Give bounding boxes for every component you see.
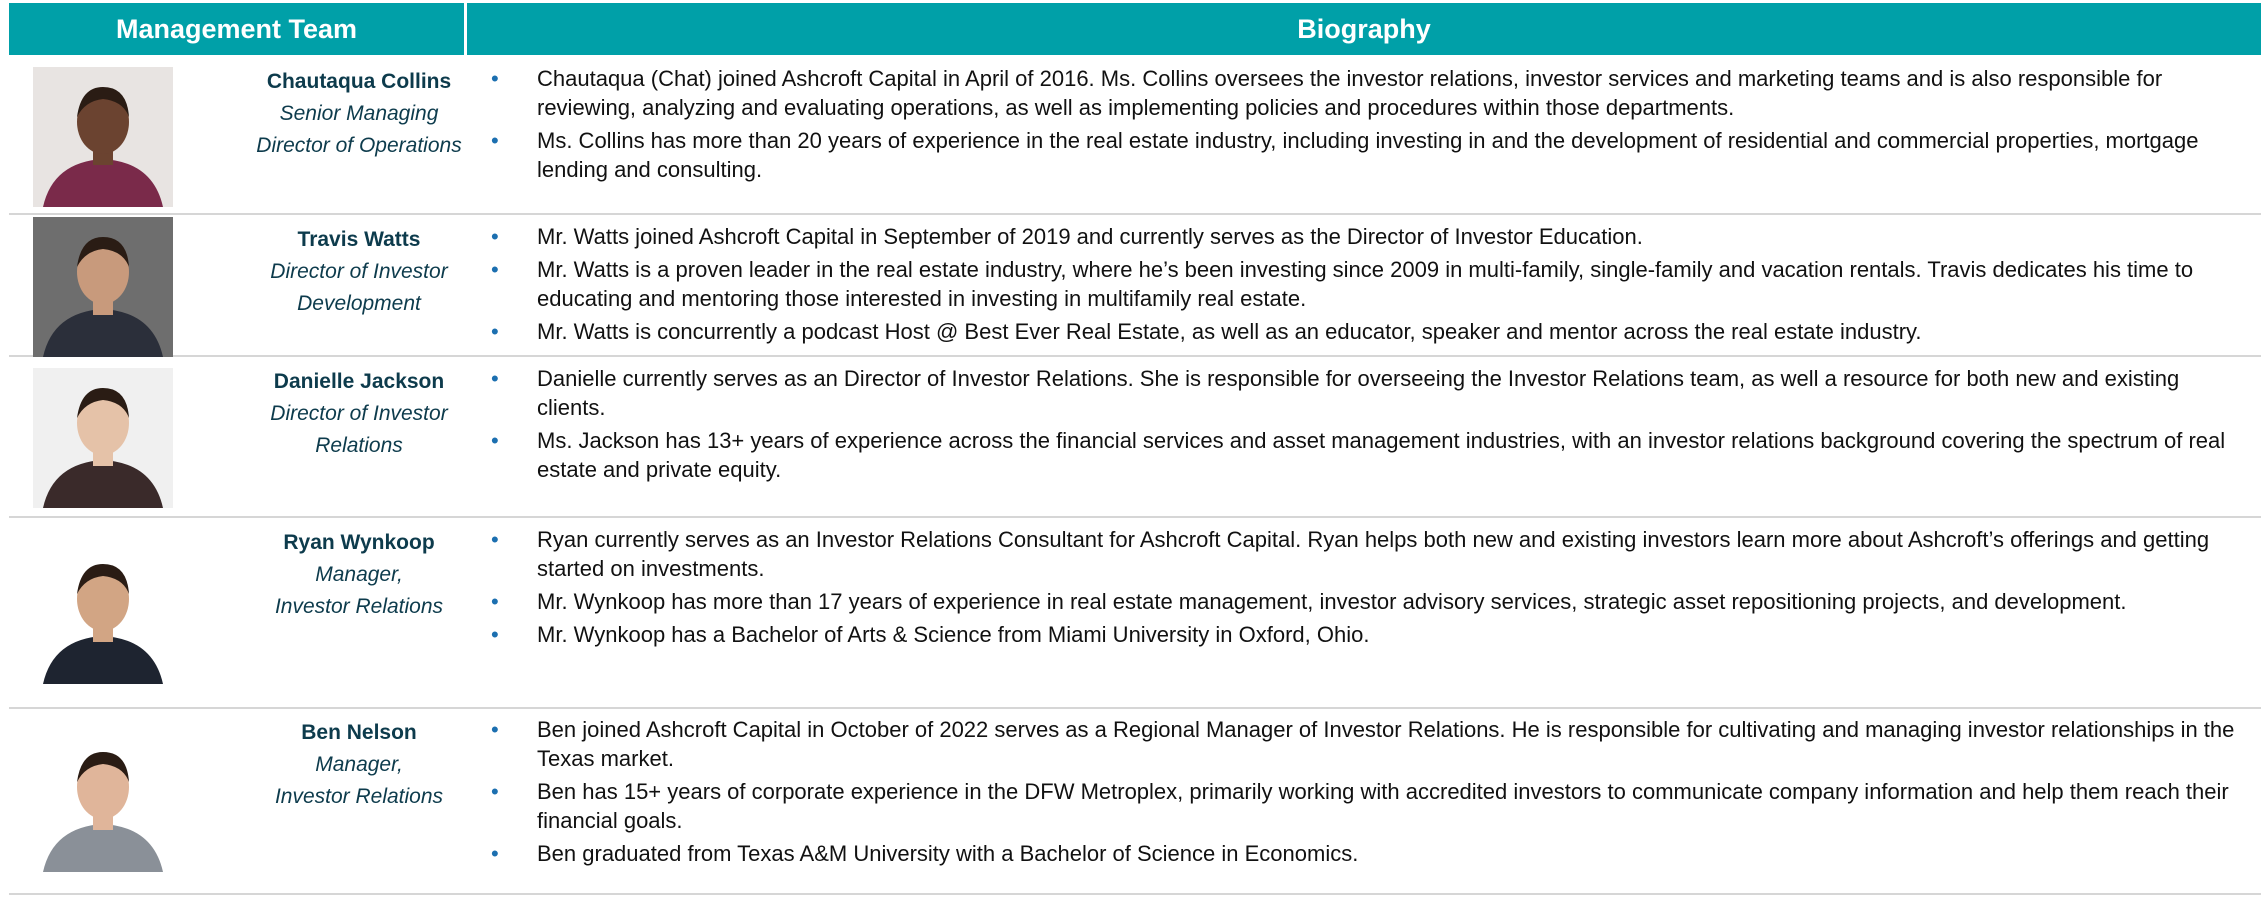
member-info: Travis Watts Director of Investor Developm… [219,224,499,320]
photo [33,368,173,508]
photo [33,544,173,684]
bio-item: Mr. Watts joined Ashcroft Capital in Sep… [485,222,2253,251]
biography: Ryan currently serves as an Investor Rel… [485,525,2253,653]
member-name: Chautaqua Collins [266,70,452,93]
member-title: Manager, [315,563,403,586]
member-name: Danielle Jackson [273,370,445,393]
member-row: Travis Watts Director of Investor Developm… [9,216,2261,357]
biography: Chautaqua (Chat) joined Ashcroft Capital… [485,64,2253,188]
bio-item: Mr. Wynkoop has a Bachelor of Arts & Sci… [485,620,2253,649]
member-title: Director of Investor [270,402,448,425]
bio-item: Ben has 15+ years of corporate experienc… [485,777,2253,835]
bio-item: Danielle currently serves as an Director… [485,364,2253,422]
bio-item: Ms. Jackson has 13+ years of experience … [485,426,2253,484]
member-name: Travis Watts [297,228,421,251]
member-row: Chautaqua Collins Senior Managing Director… [9,58,2261,215]
member-title: Director of Operations [256,134,462,157]
member-title: Director of Investor [270,260,448,283]
member-info: Ryan Wynkoop Manager, Investor Relations [219,527,499,623]
member-title: Senior Managing [279,102,439,125]
member-row: Danielle Jackson Director of Investor Rela… [9,358,2261,518]
member-info: Chautaqua Collins Senior Managing Director… [219,66,499,162]
member-title: Manager, [315,753,403,776]
member-name: Ben Nelson [301,721,417,744]
member-title: Relations [315,434,403,457]
member-info: Ben Nelson Manager, Investor Relations [219,717,499,813]
bio-item: Ben joined Ashcroft Capital in October o… [485,715,2253,773]
biography: Ben joined Ashcroft Capital in October o… [485,715,2253,872]
photo [33,66,173,207]
member-title: Investor Relations [274,785,444,808]
header-left: Management Team [9,3,464,55]
biography: Mr. Watts joined Ashcroft Capital in Sep… [485,222,2253,350]
bio-item: Chautaqua (Chat) joined Ashcroft Capital… [485,64,2253,122]
member-title: Development [297,292,421,315]
bio-item: Mr. Wynkoop has more than 17 years of ex… [485,587,2253,616]
member-name: Ryan Wynkoop [283,531,435,554]
bio-item: Mr. Watts is a proven leader in the real… [485,255,2253,313]
photo [33,216,173,357]
bio-item: Mr. Watts is concurrently a podcast Host… [485,317,2253,346]
header-right: Biography [467,3,2261,55]
bio-item: Ryan currently serves as an Investor Rel… [485,525,2253,583]
bio-item: Ben graduated from Texas A&M University … [485,839,2253,868]
bio-item: Ms. Collins has more than 20 years of ex… [485,126,2253,184]
member-title: Investor Relations [274,595,444,618]
biography: Danielle currently serves as an Director… [485,364,2253,488]
member-info: Danielle Jackson Director of Investor Rela… [219,366,499,462]
photo [33,732,173,872]
